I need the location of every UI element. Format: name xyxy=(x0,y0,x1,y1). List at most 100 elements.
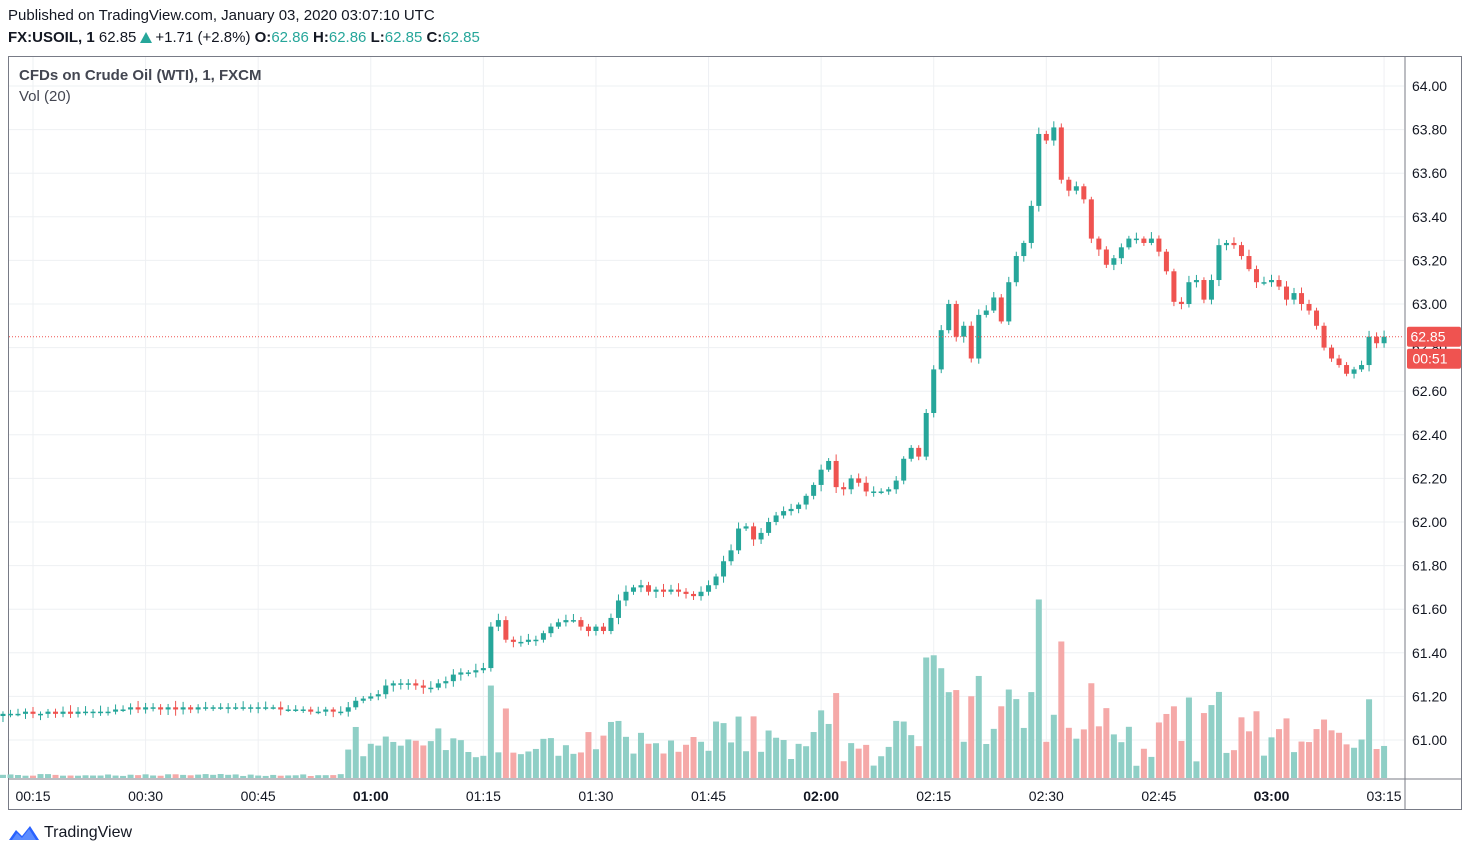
candle-body xyxy=(83,711,89,714)
candle-body xyxy=(465,672,471,674)
volume-bar xyxy=(1336,732,1343,778)
volume-bar xyxy=(1185,697,1192,778)
volume-bar xyxy=(150,775,157,778)
candle-body xyxy=(270,707,276,709)
candle-body xyxy=(15,713,21,716)
volume-bar xyxy=(840,761,847,778)
volume-bar xyxy=(187,775,194,778)
candle-body xyxy=(563,620,569,623)
candle-body xyxy=(856,478,862,483)
candle-body xyxy=(826,460,832,470)
candle-body xyxy=(578,620,584,627)
volume-bar xyxy=(743,751,750,778)
countdown-badge: 00:51 xyxy=(1407,348,1461,369)
candle-body xyxy=(98,711,104,714)
candle-body xyxy=(458,672,464,675)
volume-bar xyxy=(60,775,67,778)
volume-bar xyxy=(450,738,457,778)
time-tick-label: 02:45 xyxy=(1141,788,1176,804)
candle-body xyxy=(983,310,989,315)
volume-bar xyxy=(1110,734,1117,778)
volume-bar xyxy=(960,741,967,778)
time-tick-label: 00:45 xyxy=(241,788,276,804)
volume-bar xyxy=(803,746,810,778)
volume-bar xyxy=(1155,722,1162,778)
volume-bar xyxy=(968,696,975,778)
series-title[interactable]: CFDs on Crude Oil (WTI), 1, FXCM xyxy=(19,67,262,84)
candle-body xyxy=(1186,282,1192,304)
candle-body xyxy=(803,495,809,505)
volume-bar xyxy=(1298,741,1305,778)
volume-bar xyxy=(833,693,840,778)
candle-body xyxy=(75,711,81,714)
volume-bar xyxy=(705,750,712,778)
candle-body xyxy=(638,585,644,588)
volume-bar xyxy=(1328,730,1335,778)
candle-body xyxy=(150,707,156,709)
candle-body xyxy=(1268,280,1274,283)
volume-bar xyxy=(375,745,382,778)
candle-body xyxy=(1299,293,1305,304)
volume-bar xyxy=(1125,726,1132,778)
volume-bar xyxy=(270,774,277,778)
volume-bar xyxy=(112,775,119,778)
candle-body xyxy=(1066,179,1072,191)
candle-body xyxy=(608,617,614,631)
candle-body xyxy=(413,683,419,686)
candle-body xyxy=(323,709,329,712)
candle-body xyxy=(195,707,201,710)
candle-body xyxy=(1163,251,1169,272)
symbol-label: FX:USOIL, 1 xyxy=(8,29,95,46)
candle-body xyxy=(1321,325,1327,348)
candle-body xyxy=(893,480,899,490)
volume-title[interactable]: Vol (20) xyxy=(19,88,71,105)
candle-body xyxy=(645,585,651,592)
time-tick-label: 01:30 xyxy=(578,788,613,804)
time-tick-label: 02:30 xyxy=(1029,788,1064,804)
footer-branding[interactable]: TradingView xyxy=(8,822,132,844)
volume-bar xyxy=(938,668,945,778)
candle-body xyxy=(375,694,381,697)
volume-bar xyxy=(870,765,877,778)
candle-body xyxy=(1374,336,1380,344)
volume-bar xyxy=(352,726,359,778)
time-tick-label: 03:00 xyxy=(1254,788,1290,804)
volume-bar xyxy=(322,775,329,778)
volume-bar xyxy=(195,774,202,778)
last-price-badge-text: 62.85 xyxy=(1410,329,1445,345)
candle-body xyxy=(938,330,944,370)
volume-bar xyxy=(105,774,112,778)
volume-bar xyxy=(773,737,780,778)
candle-body xyxy=(495,620,501,627)
open-value: 62.86 xyxy=(271,29,309,46)
volume-bar xyxy=(1381,745,1388,778)
time-tick-label: 00:15 xyxy=(15,788,50,804)
price-tick-label: 61.40 xyxy=(1412,645,1447,661)
chart-frame[interactable] xyxy=(8,56,1462,810)
high-label: H: xyxy=(313,29,329,46)
volume-bar xyxy=(720,723,727,778)
candle-body xyxy=(923,413,929,457)
volume-bar xyxy=(615,720,622,778)
candle-body xyxy=(1021,242,1027,257)
volume-bar xyxy=(532,748,539,778)
volume-bar xyxy=(848,743,855,778)
price-tick-label: 62.40 xyxy=(1412,427,1447,443)
volume-bar xyxy=(893,720,900,778)
volume-bar xyxy=(75,775,82,778)
candle-body xyxy=(630,587,636,592)
candle-body xyxy=(623,591,629,601)
candle-body xyxy=(255,707,261,709)
candle-body xyxy=(1216,245,1222,281)
volume-bar xyxy=(1373,749,1380,778)
candle-body xyxy=(1171,271,1177,302)
price-tick-label: 62.60 xyxy=(1412,383,1447,399)
candle-body xyxy=(278,707,284,710)
volume-bar xyxy=(923,657,930,778)
candle-body xyxy=(1013,256,1019,283)
volume-bar xyxy=(1118,742,1125,778)
candle-body xyxy=(390,683,396,686)
volume-bar xyxy=(1351,747,1358,778)
time-tick-label: 02:15 xyxy=(916,788,951,804)
